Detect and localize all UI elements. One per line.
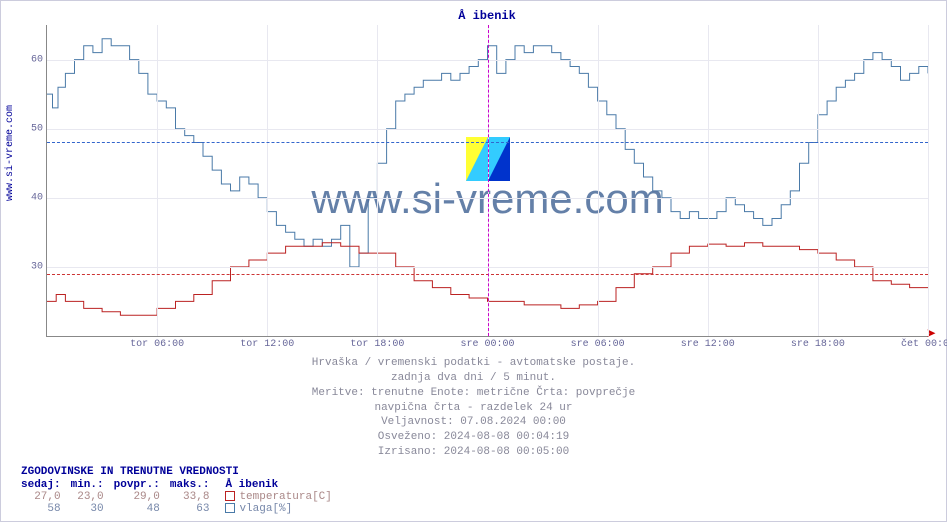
table-row: sedaj: min.: povpr.: maks.: Å ibenik — [21, 479, 342, 491]
xtick-label: sre 12:00 — [681, 339, 735, 350]
caption-line: Veljavnost: 07.08.2024 00:00 — [1, 415, 946, 430]
gridline-v — [157, 25, 158, 336]
ytick-label: 30 — [19, 261, 43, 272]
ytick-label: 40 — [19, 192, 43, 203]
cell-now: 58 — [21, 503, 71, 515]
stats-title: ZGODOVINSKE IN TRENUTNE VREDNOSTI — [21, 466, 342, 478]
caption-line: Meritve: trenutne Enote: metrične Črta: … — [1, 386, 946, 401]
cell-now: 27,0 — [21, 491, 71, 503]
table-row: 58 30 48 63 vlaga[%] — [21, 503, 342, 515]
series-label: vlaga[%] — [239, 503, 292, 515]
cell-series: vlaga[%] — [219, 503, 341, 515]
cell-max: 63 — [170, 503, 220, 515]
cell-avg: 29,0 — [114, 491, 170, 503]
midnight-line — [488, 25, 489, 336]
stats-table: sedaj: min.: povpr.: maks.: Å ibenik 27,… — [21, 479, 342, 515]
caption-line: Osveženo: 2024-08-08 00:04:19 — [1, 430, 946, 445]
cell-avg: 48 — [114, 503, 170, 515]
cell-min: 23,0 — [71, 491, 114, 503]
caption-line: Izrisano: 2024-08-08 00:05:00 — [1, 445, 946, 460]
col-series: Å ibenik — [219, 479, 341, 491]
gridline-v — [377, 25, 378, 336]
xtick-label: tor 12:00 — [240, 339, 294, 350]
caption-line: navpična črta - razdelek 24 ur — [1, 401, 946, 416]
col-avg: povpr.: — [114, 479, 170, 491]
gridline-v — [818, 25, 819, 336]
legend-swatch — [225, 503, 235, 513]
stats-block: ZGODOVINSKE IN TRENUTNE VREDNOSTI sedaj:… — [21, 466, 342, 515]
cell-max: 33,8 — [170, 491, 220, 503]
chart-title: Å ibenik — [46, 9, 928, 23]
col-min: min.: — [71, 479, 114, 491]
site-label-rotated: www.si-vreme.com — [5, 105, 16, 201]
xtick-label: tor 06:00 — [130, 339, 184, 350]
caption-line: Hrvaška / vremenski podatki - avtomatske… — [1, 356, 946, 371]
gridline-v — [267, 25, 268, 336]
xtick-label: tor 18:00 — [350, 339, 404, 350]
xtick-label: sre 00:00 — [460, 339, 514, 350]
chart-caption: Hrvaška / vremenski podatki - avtomatske… — [1, 356, 946, 460]
col-max: maks.: — [170, 479, 220, 491]
cell-series: temperatura[C] — [219, 491, 341, 503]
legend-swatch — [225, 491, 235, 501]
series-label: temperatura[C] — [239, 491, 331, 503]
chart-container: Å ibenik www.si-vreme.com ➤ 30405060tor … — [46, 9, 928, 339]
ytick-label: 50 — [19, 123, 43, 134]
gridline-v — [708, 25, 709, 336]
xtick-label: sre 06:00 — [571, 339, 625, 350]
cell-min: 30 — [71, 503, 114, 515]
xtick-label: čet 00:00 — [901, 339, 947, 350]
plot-area: www.si-vreme.com ➤ 30405060tor 06:00tor … — [46, 25, 928, 337]
gridline-v — [598, 25, 599, 336]
gridline-v — [928, 25, 929, 336]
col-now: sedaj: — [21, 479, 71, 491]
xtick-label: sre 18:00 — [791, 339, 845, 350]
ytick-label: 60 — [19, 54, 43, 65]
caption-line: zadnja dva dni / 5 minut. — [1, 371, 946, 386]
table-row: 27,0 23,0 29,0 33,8 temperatura[C] — [21, 491, 342, 503]
